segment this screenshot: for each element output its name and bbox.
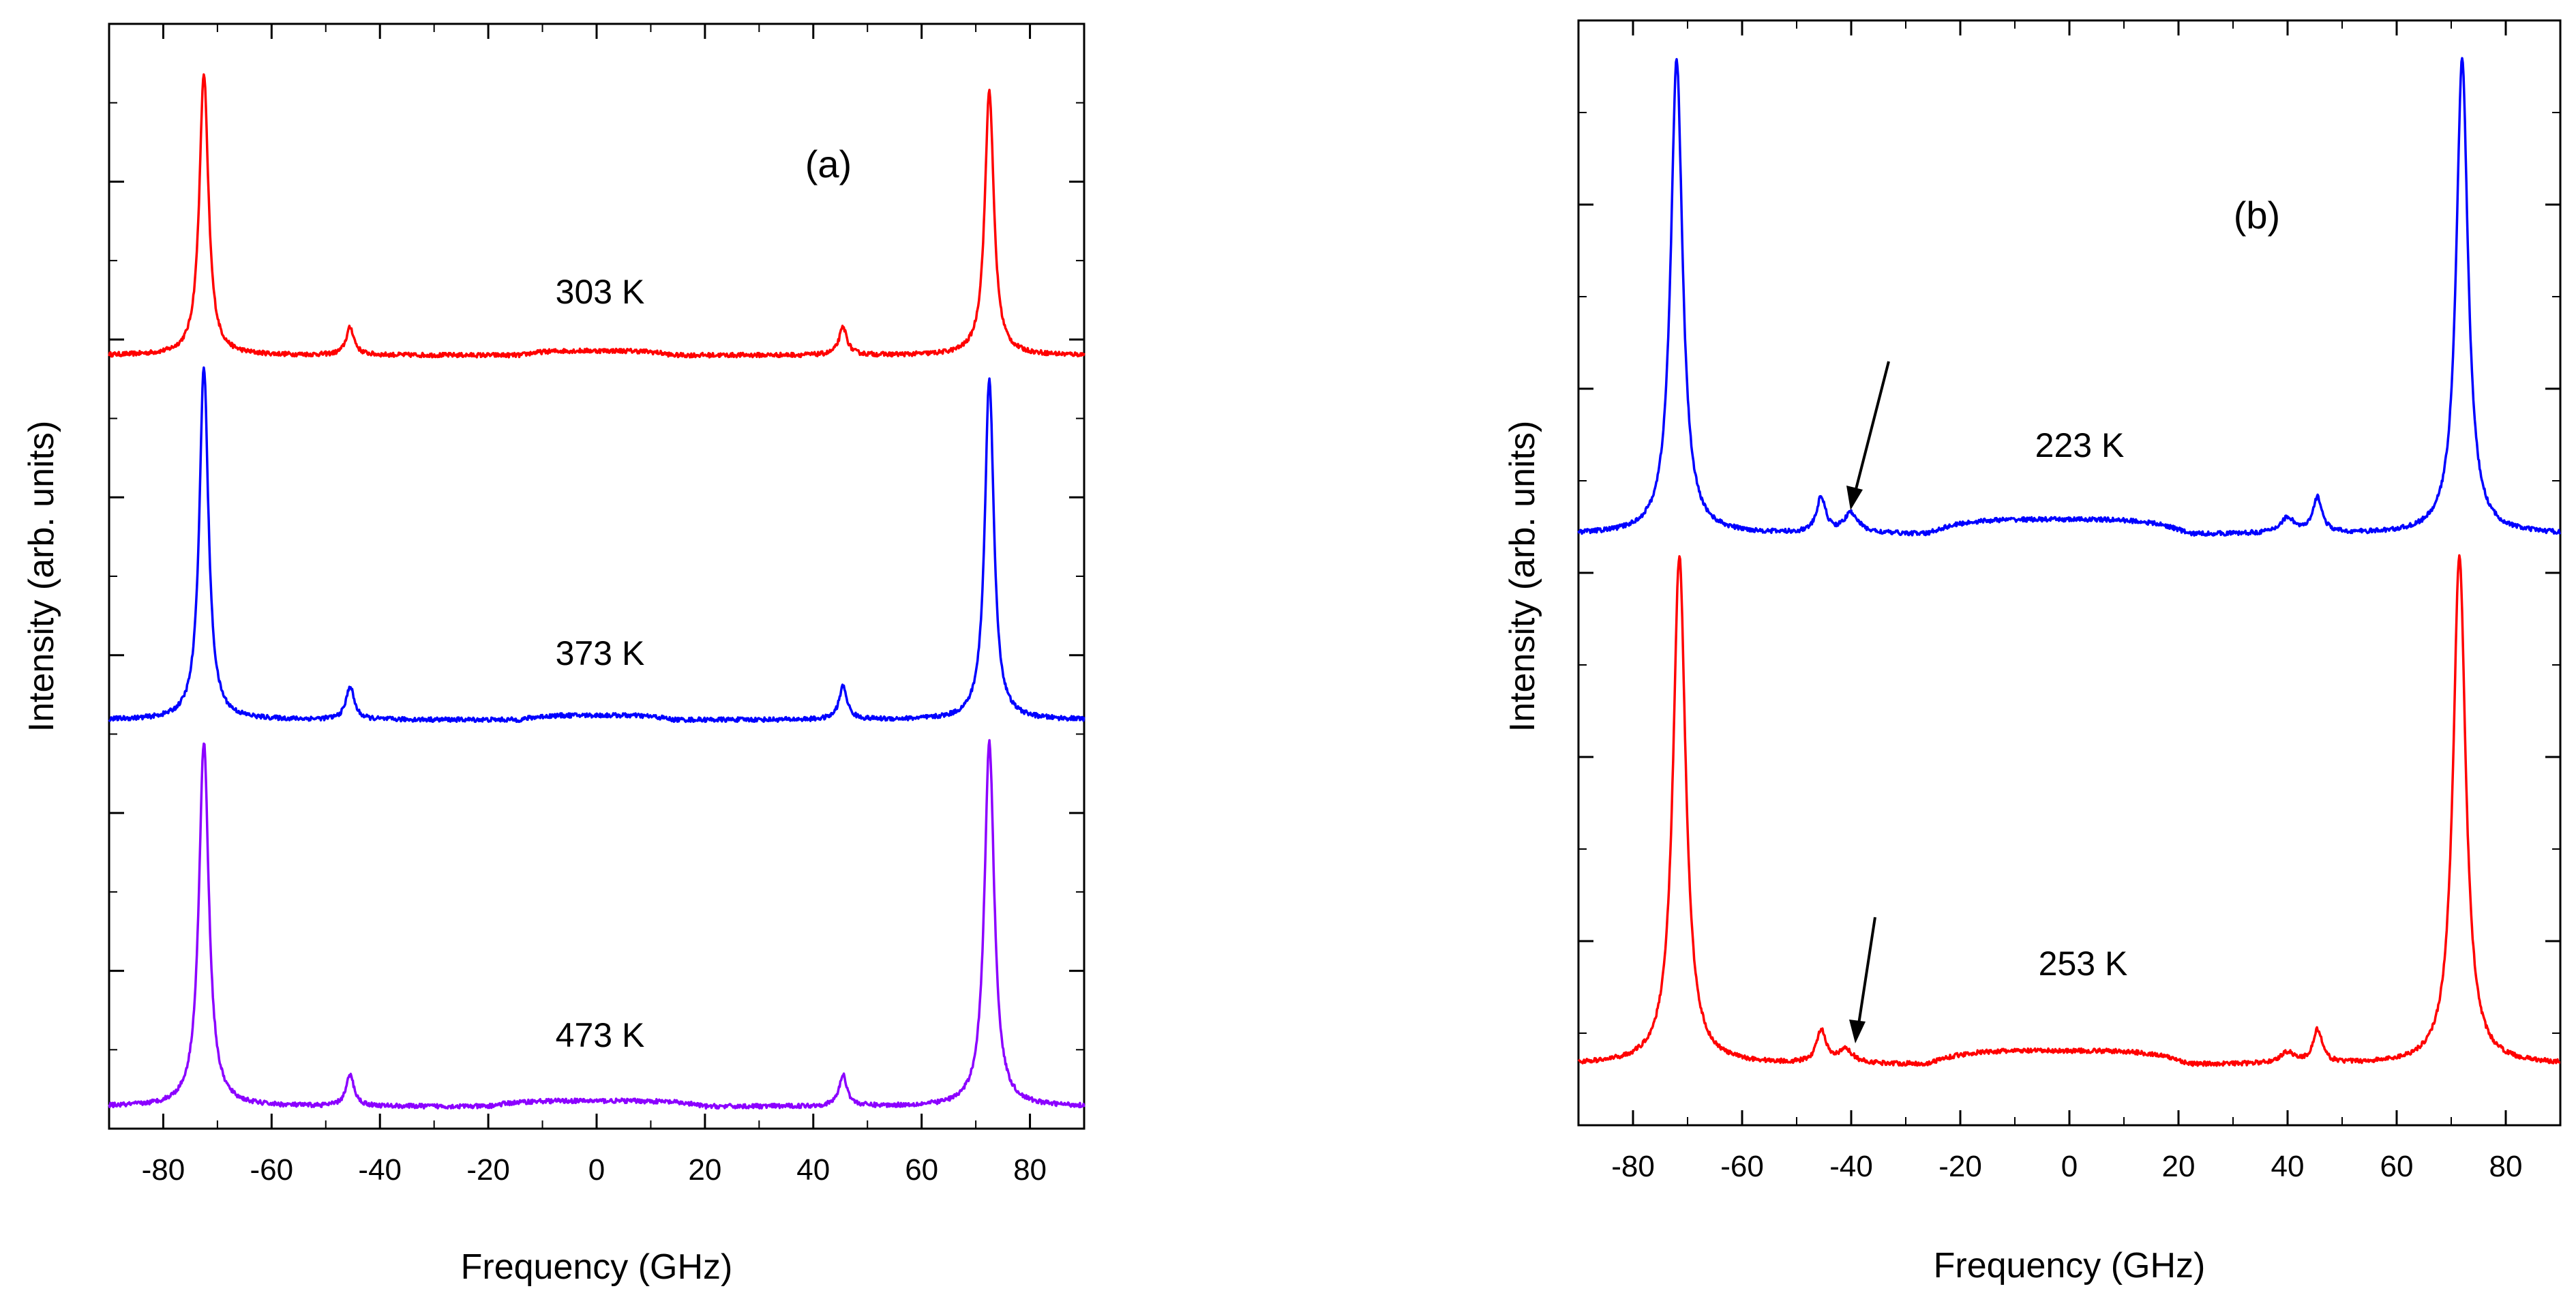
x-tick-label: 40 xyxy=(796,1153,830,1187)
panel-b: -80 -60 -40 -20 0 20 40 60 80 (b) 223 K 253 K Fr… xyxy=(1503,19,2562,1285)
x-tick-label: -20 xyxy=(1938,1150,1982,1183)
x-tick-label: 80 xyxy=(2489,1150,2523,1183)
x-tick-label: 40 xyxy=(2271,1150,2305,1183)
series-line-473k xyxy=(108,739,1085,1110)
series-group-a xyxy=(108,73,1085,1110)
x-tick-label: -40 xyxy=(1829,1150,1873,1183)
x-tick-label: 20 xyxy=(2162,1150,2196,1183)
y-axis-title-b: Intensity (arb. units) xyxy=(1503,421,1542,732)
y-ticks-a xyxy=(109,102,1084,1051)
x-tick-label: -80 xyxy=(142,1153,185,1187)
panel-label-a: (a) xyxy=(805,143,852,185)
x-tick-label: -20 xyxy=(466,1153,510,1187)
x-tick-label: -40 xyxy=(358,1153,402,1187)
series-line-373k xyxy=(108,366,1085,724)
y-axis-title-a: Intensity (arb. units) xyxy=(22,421,61,732)
x-tick-label: 60 xyxy=(2380,1150,2414,1183)
x-tick-label: 80 xyxy=(1013,1153,1047,1187)
x-axis-title-a: Frequency (GHz) xyxy=(461,1247,733,1287)
series-label-223k: 223 K xyxy=(2035,426,2125,464)
series-line-253k xyxy=(1577,554,2561,1067)
series-label-373k: 373 K xyxy=(556,634,645,672)
x-axis-title-b: Frequency (GHz) xyxy=(1934,1246,2206,1285)
x-tick-label: 60 xyxy=(905,1153,938,1187)
series-line-303k xyxy=(108,73,1085,359)
x-tick-label: -60 xyxy=(250,1153,294,1187)
x-tick-label: 0 xyxy=(588,1153,605,1187)
plot-frame-a xyxy=(108,23,1085,1130)
series-label-473k: 473 K xyxy=(556,1016,645,1054)
x-ticks-a: -80 -60 -40 -20 0 20 40 60 80 xyxy=(142,24,1047,1187)
series-label-253k: 253 K xyxy=(2039,945,2128,983)
y-ticks-b xyxy=(1578,112,2560,1034)
series-group-b xyxy=(1577,57,2562,1067)
series-line-223k xyxy=(1577,57,2562,537)
series-label-303k: 303 K xyxy=(556,273,645,311)
x-tick-label: -60 xyxy=(1720,1150,1764,1183)
arrow-253k xyxy=(1849,917,1876,1043)
panel-label-b: (b) xyxy=(2234,194,2280,237)
x-ticks-b: -80 -60 -40 -20 0 20 40 60 80 xyxy=(1611,20,2522,1183)
x-tick-label: -80 xyxy=(1611,1150,1655,1183)
x-tick-label: 20 xyxy=(688,1153,721,1187)
x-tick-label: 0 xyxy=(2061,1150,2078,1183)
arrow-223k xyxy=(1846,361,1890,510)
panel-a: -80 -60 -40 -20 0 20 40 60 80 (a) 303 K 373 K 47… xyxy=(22,23,1085,1287)
